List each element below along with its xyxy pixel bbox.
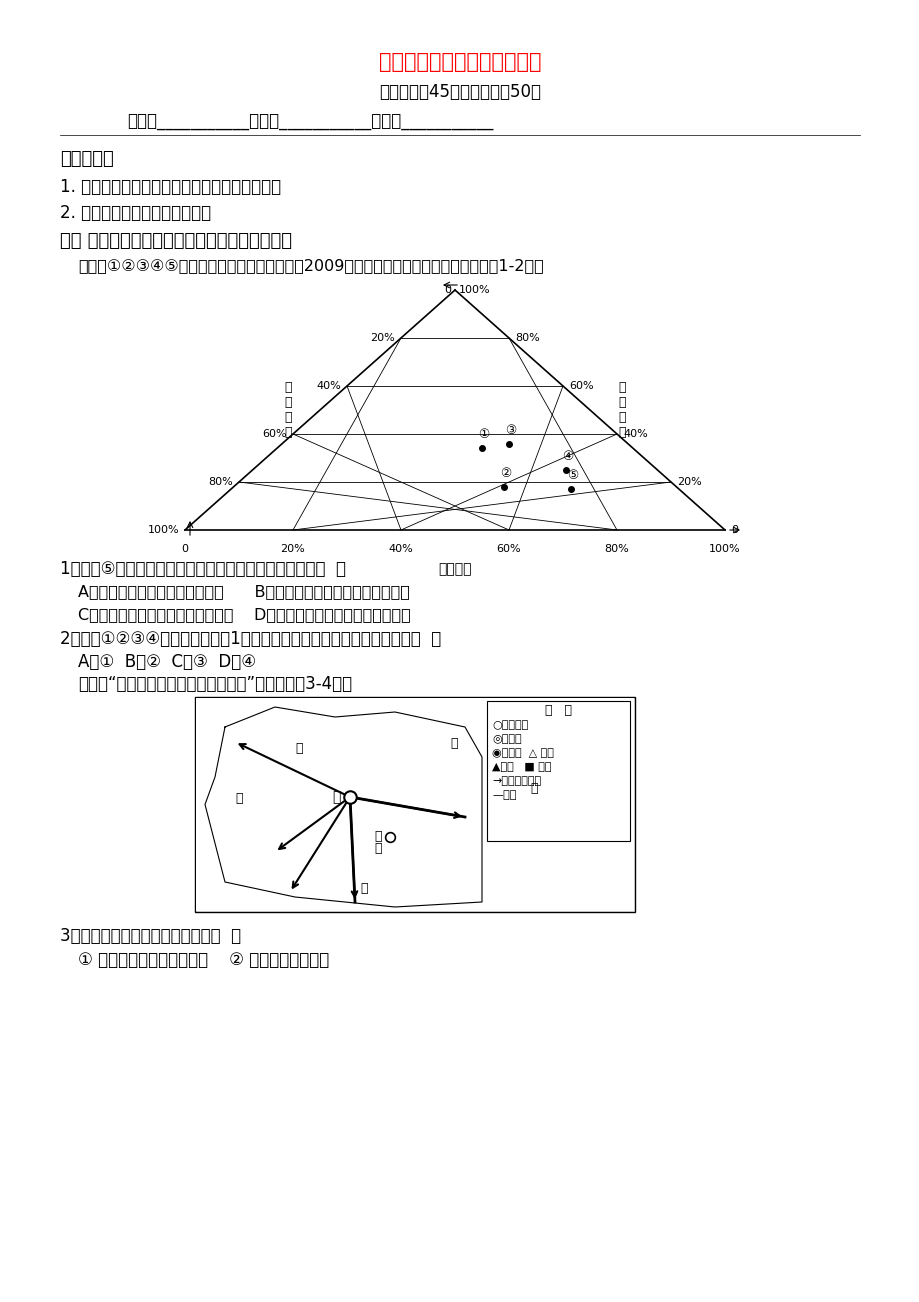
Text: 第三产业: 第三产业 <box>437 562 471 575</box>
Bar <box>486 700 630 841</box>
Text: 注意事项：: 注意事项： <box>60 150 114 168</box>
Text: 2. 请将答案正确填写在答题卡上: 2. 请将答案正确填写在答题卡上 <box>60 204 210 223</box>
Text: 姓名：___________班级：___________考号：___________: 姓名：___________班级：___________考号：_________… <box>127 113 493 132</box>
Text: 北: 北 <box>295 742 302 755</box>
Text: 第
一
产
业: 第 一 产 业 <box>284 381 291 439</box>
Text: 20%: 20% <box>369 333 394 342</box>
Text: 80%: 80% <box>208 477 233 487</box>
Text: 北: 北 <box>449 737 457 750</box>
Text: 京: 京 <box>332 790 340 805</box>
Text: 津: 津 <box>374 842 381 855</box>
Text: 第
二
产
业: 第 二 产 业 <box>618 381 625 439</box>
Text: 20%: 20% <box>280 544 305 553</box>
Text: 下图中①②③④⑤分别表示五个国家。该图表示2009年这五个国家的就业构成。读图回答1-2题。: 下图中①②③④⑤分别表示五个国家。该图表示2009年这五个国家的就业构成。读图回… <box>78 258 543 273</box>
Text: C．第三产业、第二产业、第一产业    D．第三产业、第一产业、第二产业: C．第三产业、第二产业、第一产业 D．第三产业、第一产业、第二产业 <box>78 607 410 622</box>
Text: →产业转移方向: →产业转移方向 <box>492 776 540 786</box>
Text: ◉直辖市  △ 海盐: ◉直辖市 △ 海盐 <box>492 749 553 758</box>
Text: 《区域工业化和城市化进程》: 《区域工业化和城市化进程》 <box>379 52 540 72</box>
Text: 60%: 60% <box>262 428 287 439</box>
Text: 100%: 100% <box>709 544 740 553</box>
Text: ②: ② <box>499 467 511 480</box>
Text: 图   例: 图 例 <box>544 704 572 717</box>
Text: 天: 天 <box>374 831 381 844</box>
Text: 河: 河 <box>529 783 537 796</box>
Bar <box>195 697 634 911</box>
Text: 1. 答题前填写好自己的姓名、班级、考号等信息: 1. 答题前填写好自己的姓名、班级、考号等信息 <box>60 178 281 197</box>
Text: ①: ① <box>478 428 489 441</box>
Text: 80%: 80% <box>515 333 539 342</box>
Text: 3．该地区产业转移的主要特征是（  ）: 3．该地区产业转移的主要特征是（ ） <box>60 927 241 945</box>
Text: 0: 0 <box>731 525 737 535</box>
Text: 40%: 40% <box>388 544 413 553</box>
Text: 100%: 100% <box>459 285 490 296</box>
Text: 20%: 20% <box>676 477 701 487</box>
Text: 60%: 60% <box>496 544 521 553</box>
Text: 下图为“我国京津地区产业转移示意图”。读图回獅3-4题。: 下图为“我国京津地区产业转移示意图”。读图回獅3-4题。 <box>78 674 352 693</box>
Text: A．①  B．②  C．③  D．④: A．① B．② C．③ D．④ <box>78 654 255 671</box>
Text: 1．国家⑤的三次产业按就业构成自高到低排列，依次是（  ）: 1．国家⑤的三次产业按就业构成自高到低排列，依次是（ ） <box>60 560 346 578</box>
Text: 2．图中①②③④是四个人口超过1亿的国家，其中经济发展水平最高的是（  ）: 2．图中①②③④是四个人口超过1亿的国家，其中经济发展水平最高的是（ ） <box>60 630 441 648</box>
Text: ③: ③ <box>505 423 516 436</box>
Text: 40%: 40% <box>316 381 341 391</box>
Text: ▲石油   ■ 煤炭: ▲石油 ■ 煤炭 <box>492 762 550 772</box>
Text: 北: 北 <box>359 881 367 894</box>
Text: 40%: 40% <box>622 428 647 439</box>
Text: 80%: 80% <box>604 544 629 553</box>
Text: ⑤: ⑤ <box>567 469 578 482</box>
Text: 考试时间：45分钟；分値：50分: 考试时间：45分钟；分値：50分 <box>379 83 540 102</box>
Text: 100%: 100% <box>147 525 179 535</box>
Text: ④: ④ <box>562 450 573 464</box>
Text: ○中小城镇: ○中小城镇 <box>492 720 528 730</box>
Text: 河: 河 <box>234 792 243 805</box>
Bar <box>196 698 633 911</box>
Text: A．第一产业、第二产业、第三产      B．第二产业、第三产业、第一产业: A．第一产业、第二产业、第三产 B．第二产业、第三产业、第一产业 <box>78 585 410 599</box>
Text: ◎地级市: ◎地级市 <box>492 734 521 743</box>
Text: 60%: 60% <box>568 381 593 391</box>
Text: 0: 0 <box>181 544 188 553</box>
Text: —馓路: —馓路 <box>492 790 516 799</box>
Text: 0: 0 <box>444 285 450 296</box>
Text: ① 从大城市向中小城镇转移    ② 从乡村向城市转移: ① 从大城市向中小城镇转移 ② 从乡村向城市转移 <box>78 950 329 969</box>
Text: 一、 单项选择题（每小题１．５分，共３０分）: 一、 单项选择题（每小题１．５分，共３０分） <box>60 232 291 250</box>
